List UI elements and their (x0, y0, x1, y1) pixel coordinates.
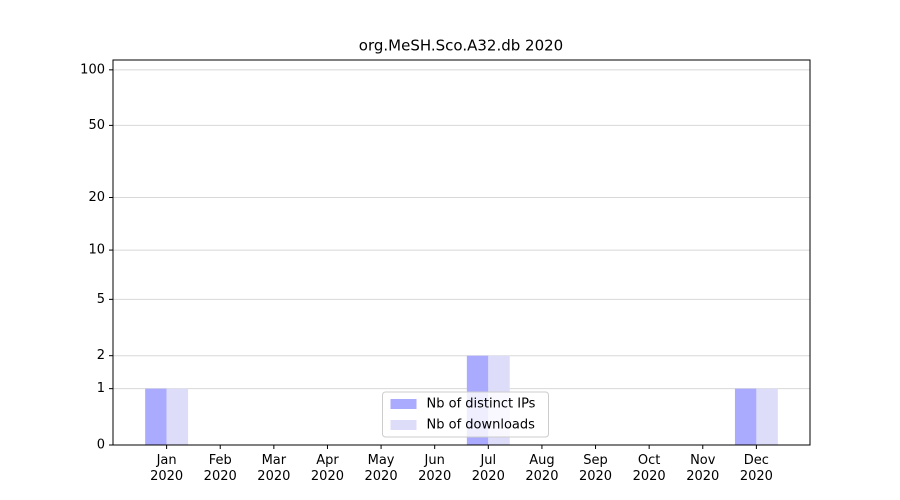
legend-swatch (390, 420, 417, 430)
legend-label: Nb of distinct IPs (427, 397, 536, 412)
bar (756, 388, 778, 445)
x-tick-label: Jun 2020 (418, 453, 452, 484)
y-tick-label: 100 (80, 62, 105, 77)
y-tick-label: 0 (97, 438, 105, 453)
y-tick-label: 10 (88, 243, 105, 258)
x-tick-label: Mar 2020 (257, 453, 291, 484)
y-tick-label: 1 (97, 381, 105, 396)
legend: Nb of distinct IPs Nb of downloads (382, 391, 549, 438)
legend-frame (382, 391, 549, 438)
x-tick-label: Sep 2020 (578, 453, 613, 484)
chart-title: org.MeSH.Sco.A32.db 2020 (359, 37, 563, 55)
y-tick-label: 50 (88, 118, 105, 133)
x-tick-label: Feb 2020 (203, 453, 237, 484)
plot-frame (112, 59, 811, 446)
legend-swatch (390, 399, 417, 409)
x-tick-label: Dec 2020 (739, 453, 773, 484)
bar (166, 388, 189, 445)
x-tick-label: Aug 2020 (525, 453, 559, 484)
y-tick-label: 2 (97, 348, 105, 363)
x-tick-label: May 2020 (364, 453, 398, 484)
x-tick-label: Nov 2020 (686, 453, 720, 484)
x-tick-label: Jan 2020 (150, 453, 184, 484)
y-tick-label: 20 (88, 190, 105, 205)
x-tick-label: Oct 2020 (632, 453, 666, 484)
x-tick-label: Apr 2020 (310, 453, 344, 484)
bar (145, 388, 167, 445)
y-tick-label: 5 (97, 292, 105, 307)
bar (734, 388, 757, 445)
x-tick-label: Jul 2020 (471, 453, 505, 484)
legend-label: Nb of downloads (427, 418, 536, 433)
